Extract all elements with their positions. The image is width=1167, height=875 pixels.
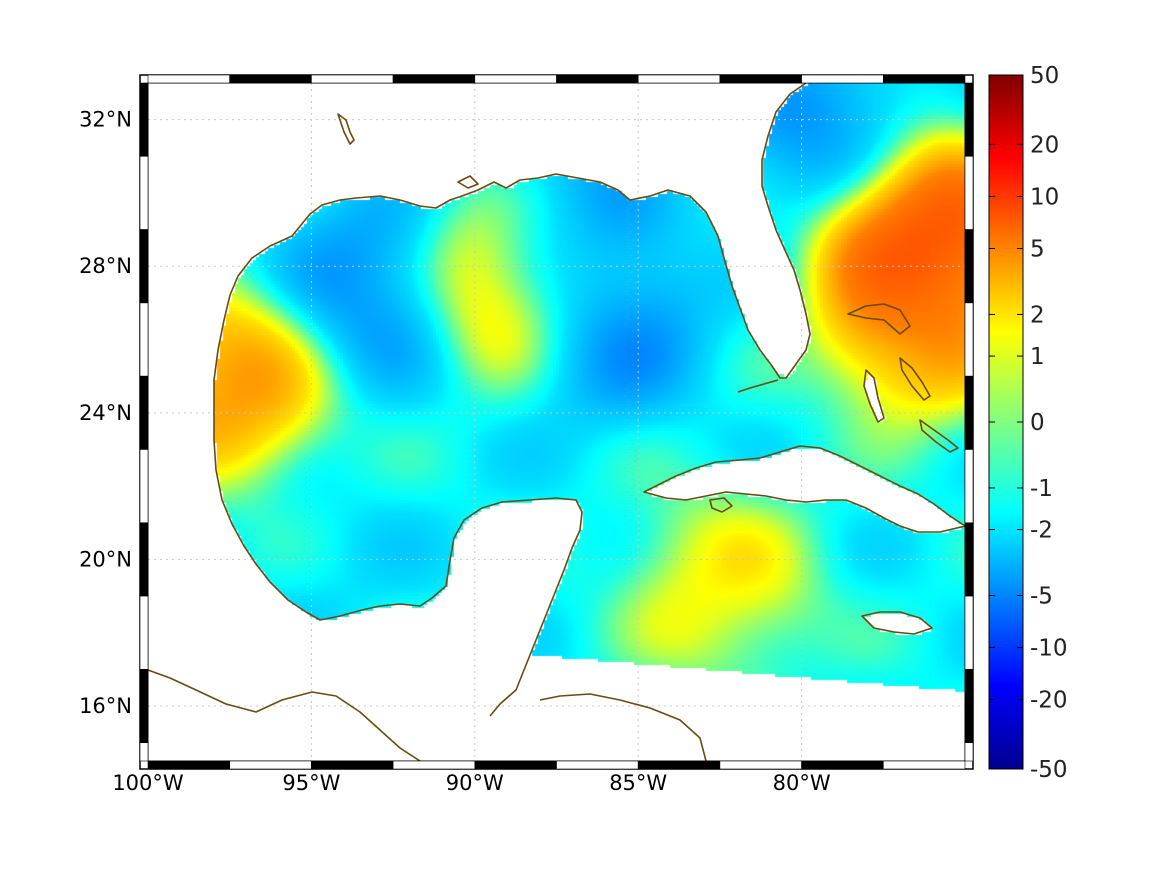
colorbar-label-2: 10 [1030,184,1059,210]
frame-seg-left [139,302,149,377]
frame-seg-right [964,155,974,230]
lon-tick-label-0: 100°W [112,771,184,795]
frame-seg-right [964,302,974,377]
lon-tick-label-1: 95°W [282,771,340,795]
frame-seg-top [229,74,312,84]
jamaica-coastline [861,611,933,635]
frame-seg-left [139,742,149,762]
lat-tick-label-4: 16°N [79,694,132,718]
frame-seg-top [719,74,802,84]
frame-seg-left [139,522,149,597]
frame-seg-right [964,742,974,762]
bahamas-andros [863,369,885,423]
frame-seg-left [139,449,149,524]
frame-seg-left [139,229,149,304]
colorbar-label-3: 5 [1030,237,1045,263]
honduras-coastline [539,693,707,761]
frame-seg-right [964,229,974,304]
colorbar-label-9: -5 [1030,584,1053,610]
map-border-pattern [139,74,974,770]
frame-seg-right [964,669,974,743]
longitude-tick-labels: 100°W 95°W 90°W 85°W 80°W [112,771,831,795]
graticule-grid [148,83,965,761]
lon-tick-label-4: 80°W [773,771,831,795]
bahamas-eleuthera [899,357,931,401]
frame-seg-top [311,74,394,84]
colorbar-label-11: -20 [1030,688,1068,714]
lon-tick-label-2: 90°W [446,771,504,795]
bahamas-abaco [847,303,911,335]
coastlines [148,83,965,761]
colorbar-label-4: 2 [1030,302,1045,328]
colorbar-label-1: 20 [1030,132,1059,158]
frame-seg-right [964,595,974,670]
map-panel [139,74,974,770]
frame-seg-bottom [147,760,230,770]
lat-tick-label-0: 32°N [79,108,132,132]
frame-seg-bottom [311,760,394,770]
colorbar-label-0: 50 [1030,63,1059,89]
frame-seg-top [882,74,966,84]
frame-seg-right [964,375,974,450]
central-america-coastline [148,669,421,761]
frame-seg-bottom [637,760,721,770]
frame-seg-bottom [392,760,476,770]
frame-seg-right [964,82,974,157]
frame-seg-bottom [229,760,312,770]
florida-keys [737,379,779,393]
anomaly-heatmap [148,83,965,761]
coastal-islet-north [337,113,355,145]
frame-seg-top [637,74,721,84]
frame-seg-bottom [556,760,639,770]
lat-tick-label-1: 28°N [79,254,132,278]
frame-seg-right [964,449,974,524]
lat-tick-label-2: 24°N [79,401,132,425]
frame-seg-top [392,74,476,84]
frame-seg-left [139,155,149,230]
cuba-coastline [643,445,965,533]
frame-seg-top [801,74,884,84]
frame-seg-left [139,375,149,450]
colorbar-label-7: -1 [1030,476,1053,502]
chandeleur-islands [457,175,479,189]
frame-seg-left [139,595,149,670]
lon-tick-label-3: 85°W [609,771,667,795]
frame-seg-top [556,74,639,84]
frame-seg-left [139,669,149,743]
frame-seg-bottom [474,760,557,770]
frame-seg-top [474,74,557,84]
mexico-gulf-coastline [213,294,583,717]
frame-seg-left [139,82,149,157]
colorbar-label-12: -50 [1030,757,1068,783]
isle-of-youth-coastline [709,497,733,513]
frame-seg-top [147,74,230,84]
frame-seg-right [964,522,974,597]
lat-tick-label-3: 20°N [79,547,132,571]
us-gulf-coastline [229,83,811,379]
colorbar-label-6: 0 [1030,410,1045,436]
frame-seg-bottom [882,760,966,770]
latitude-tick-labels: 32°N 28°N 24°N 20°N 16°N [79,108,132,718]
colorbar-label-8: -2 [1030,518,1053,544]
colorbar-label-5: 1 [1030,344,1045,370]
colorbar-label-10: -10 [1030,636,1068,662]
frame-seg-bottom [719,760,802,770]
frame-seg-bottom [801,760,884,770]
bahamas-exuma [919,419,959,453]
